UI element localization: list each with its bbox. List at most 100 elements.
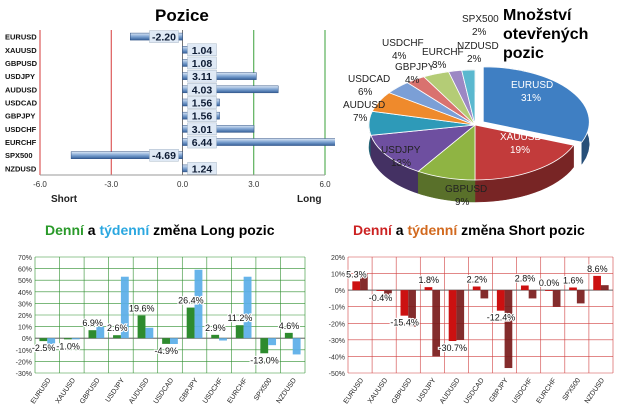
short-category-label: NZDUSD — [584, 377, 606, 405]
pie-svg: EURUSD 31% XAUUSD 19% GBPUSD 9% USDJPY 13% AUDUS… — [343, 14, 590, 208]
pie-slice — [370, 124, 477, 172]
positions-category-label: USDCHF — [5, 125, 37, 134]
short-weekly-bar — [480, 290, 489, 299]
long-title-part-2: a — [83, 222, 100, 238]
positions-value-label-box — [187, 135, 217, 149]
positions-bar — [70, 151, 183, 159]
short-data-label: -15.4% — [390, 318, 419, 328]
short-y-tick-label: 20% — [331, 255, 345, 262]
positions-value-label-box — [187, 109, 217, 122]
long-svg: 70% 60% 50% 40% 30% 20% 10% 0% -10% -20% -30% -2.5%… — [16, 255, 306, 405]
short-y-tick-label: -40% — [329, 354, 345, 361]
long-weekly-bar — [96, 326, 105, 339]
positions-value-label: 1.56 — [192, 111, 213, 123]
short-title-part-2: a — [391, 222, 408, 238]
pie-slice-label: EURCHF — [422, 47, 464, 58]
positions-value-label: 1.24 — [192, 163, 213, 175]
long-data-label: 26.4% — [178, 296, 204, 306]
long-data-label: 11.2% — [228, 313, 253, 323]
short-weekly-bar — [600, 285, 609, 291]
long-title-part-1: Denní — [45, 222, 84, 238]
short-data-label: 2.8% — [515, 274, 536, 284]
pie-slice-label: USDJPY — [381, 145, 421, 156]
short-category-label: GBPUSD — [391, 377, 414, 405]
short-daily-bar — [569, 287, 577, 291]
positions-svg: -6.0 -3.0 0.0 3.0 6.0 Short Long EURUSD -2.20 XAU… — [5, 30, 335, 205]
short-category-label: USDCHF — [511, 377, 533, 405]
short-weekly-bar — [384, 290, 392, 296]
pie-slice-value: 2% — [472, 27, 487, 38]
short-weekly-bar — [576, 290, 585, 304]
pie-slice — [482, 66, 590, 143]
short-y-tick-label: -30% — [329, 338, 345, 345]
short-weekly-bar — [408, 290, 416, 327]
short-weekly-bar — [456, 290, 465, 340]
short-daily-bar — [400, 290, 409, 316]
pie-slice-label: NZDUSD — [457, 41, 499, 52]
pie-slice-label: GBPUSD — [445, 184, 487, 195]
positions-category-label: NZDUSD — [5, 164, 37, 173]
pie-slice-value: 7% — [353, 113, 368, 124]
long-weekly-bar — [292, 338, 301, 355]
positions-value-label-box — [187, 162, 217, 175]
positions-value-label: 1.56 — [192, 98, 213, 110]
long-category-label: GBPUSD — [79, 377, 102, 405]
long-y-tick-label: 40% — [18, 290, 32, 297]
long-weekly-bar — [120, 276, 129, 339]
short-title-part-4: změna Short pozic — [457, 222, 585, 238]
long-category-label: SPX500 — [253, 377, 274, 402]
long-weekly-bar — [47, 338, 56, 344]
positions-category-label: GBPJPY — [5, 112, 35, 121]
positions-x-tick-label: 6.0 — [319, 180, 331, 189]
positions-value-label-box — [187, 122, 217, 136]
long-y-tick-label: 50% — [18, 278, 32, 285]
positions-value-label: 6.44 — [192, 137, 213, 149]
short-data-label: -12.4% — [487, 313, 516, 323]
short-weekly-bar — [504, 290, 513, 369]
short-title: Denní a týdenní změna Short pozic — [353, 222, 585, 238]
short-y-tick-label: 0% — [335, 288, 345, 295]
long-daily-bar — [162, 338, 170, 344]
short-daily-bar — [520, 285, 529, 291]
long-data-label: 6.9% — [82, 318, 103, 328]
positions-value-label-box — [149, 149, 179, 162]
long-category-label: EURUSD — [30, 377, 53, 405]
long-weekly-bar — [219, 338, 227, 341]
long-data-label: -2.5% — [32, 343, 56, 353]
short-daily-bar — [352, 281, 361, 291]
short-title-part-3: týdenní — [407, 222, 458, 238]
pie-slice-label: AUDUSD — [343, 100, 385, 111]
long-y-tick-label: 10% — [18, 325, 32, 332]
long-y-tick-label: -20% — [16, 359, 32, 366]
pie-slice — [474, 124, 575, 181]
pie-title: Množství otevřených pozic — [503, 7, 589, 62]
long-y-tick-label: 70% — [18, 255, 32, 262]
positions-x-tick-label: 3.0 — [248, 180, 260, 189]
long-daily-bar — [260, 338, 269, 354]
long-daily-bar — [284, 332, 293, 339]
short-category-label: EURUSD — [343, 377, 366, 405]
positions-category-label: GBPUSD — [5, 59, 38, 68]
long-data-label: -13.0% — [250, 355, 279, 365]
positions-value-label-box — [187, 96, 217, 109]
positions-x-tick-label: -3.0 — [104, 180, 118, 189]
long-category-label: USDCHF — [202, 377, 224, 405]
positions-value-label-box — [187, 69, 217, 83]
short-data-label: 2.2% — [467, 274, 488, 284]
long-title-part-4: změna Long pozic — [149, 222, 275, 238]
short-category-label: GBPJPY — [488, 377, 510, 404]
positions-value-label: 1.08 — [192, 58, 213, 70]
pie-slice-label: EURUSD — [511, 80, 553, 91]
positions-category-label: XAUUSD — [5, 46, 37, 55]
long-weekly-bar — [170, 338, 178, 344]
long-daily-bar — [211, 334, 220, 339]
long-weekly-bar — [243, 276, 252, 339]
short-y-tick-label: 10% — [331, 272, 345, 279]
long-category-label: USDJPY — [105, 377, 127, 404]
long-weekly-bar — [268, 338, 277, 346]
positions-value-label-box — [149, 30, 179, 43]
pie-slice-value: 3% — [432, 60, 447, 71]
long-title-part-3: týdenní — [99, 222, 150, 238]
positions-bar — [182, 72, 257, 80]
pie-slice-label: USDCHF — [382, 38, 424, 49]
